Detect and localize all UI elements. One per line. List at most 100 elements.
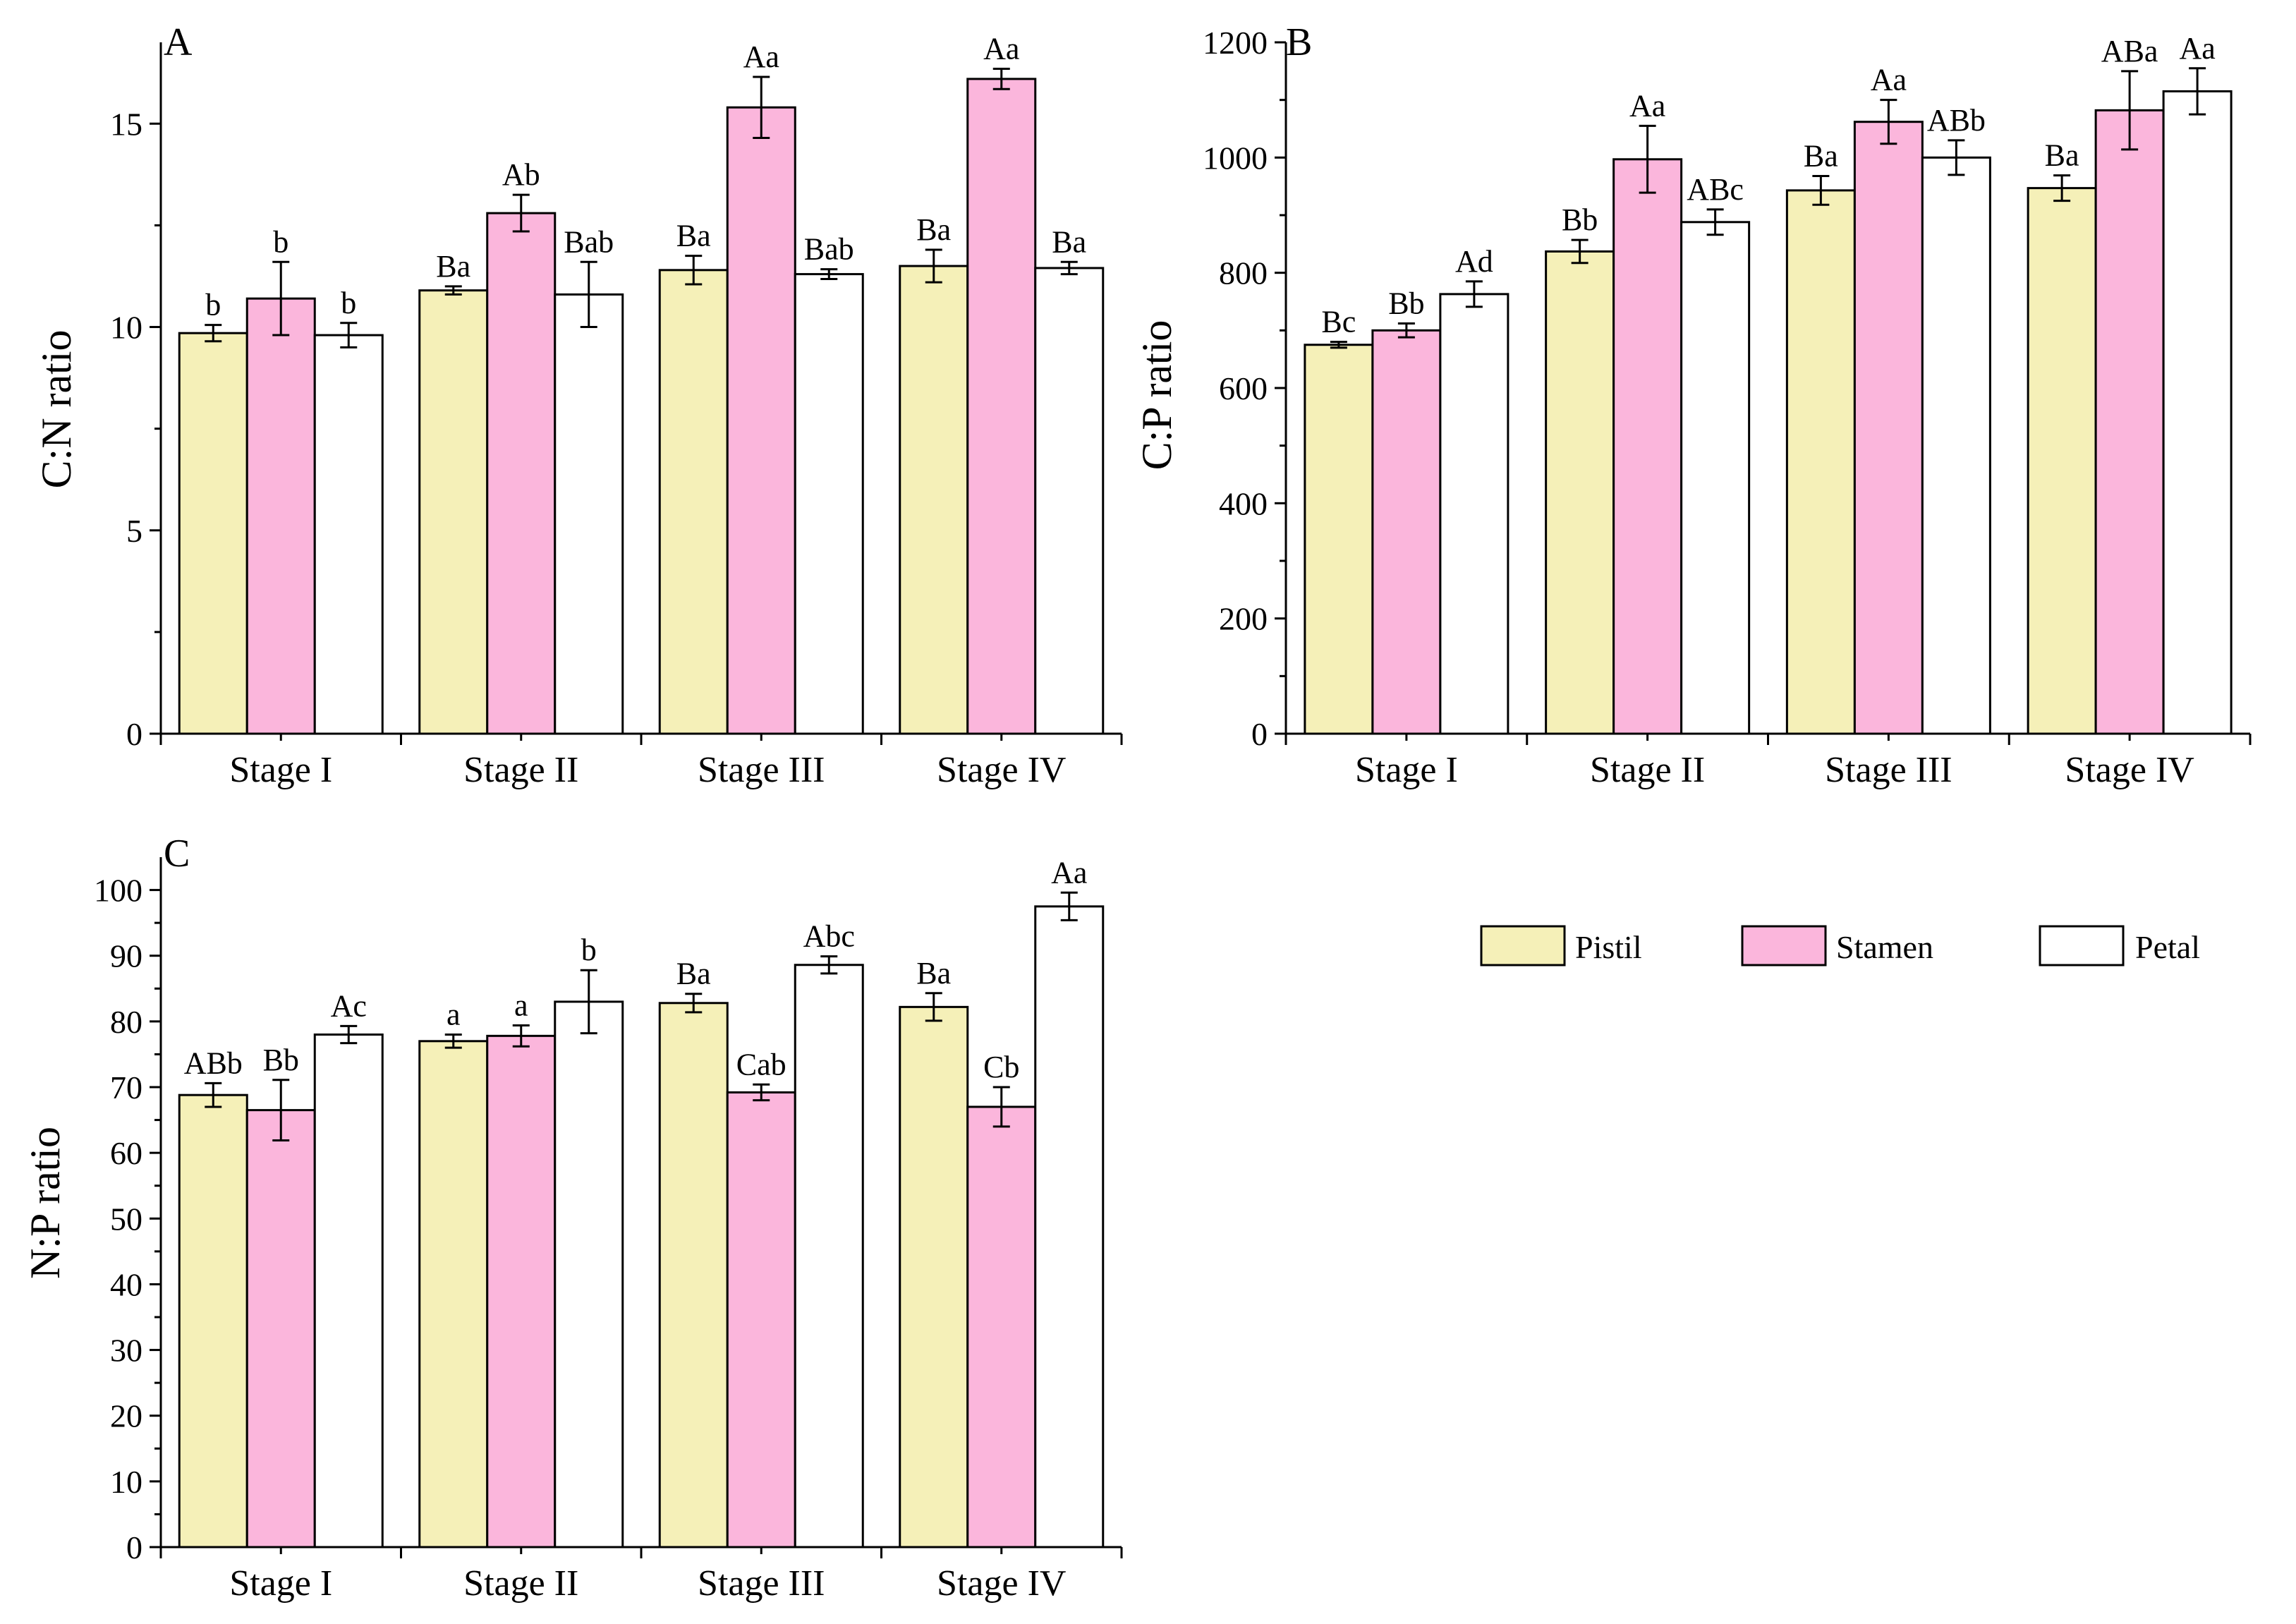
- panel-a-y-tick-label: 5: [126, 513, 142, 549]
- legend-swatch-stamen: [1741, 925, 1827, 966]
- panel-c-significance-label-stamen: Bb: [263, 1043, 299, 1077]
- panel-c-y-tick-label: 70: [110, 1069, 142, 1105]
- panel-b-significance-label-stamen: ABa: [2101, 34, 2158, 68]
- panel-b-y-tick-label: 800: [1219, 255, 1268, 291]
- panel-b-category-label: Stage I: [1355, 750, 1458, 790]
- panel-c-bar-stamen: [245, 1109, 316, 1549]
- panel-b-y-tick-label: 400: [1219, 485, 1268, 521]
- panel-c-significance-label-stamen: Cb: [983, 1050, 1019, 1084]
- panel-b-y-tick-label: 600: [1219, 370, 1268, 406]
- panel-a-y-tick-label: 0: [126, 716, 142, 752]
- legend: Pistil Stamen Petal: [1480, 925, 2200, 966]
- panel-c-y-tick-label: 60: [110, 1135, 142, 1171]
- panel-a-bar-stamen: [966, 78, 1037, 735]
- panel-b-bar-pistil: [1785, 189, 1856, 735]
- panel-a-bar-stamen: [726, 106, 796, 735]
- legend-item-pistil: Pistil: [1480, 925, 1642, 966]
- panel-c-y-tick-label: 0: [126, 1529, 142, 1565]
- panel-a-significance-label-petal: Ba: [1052, 224, 1086, 259]
- panel-c-significance-label-pistil: Ba: [676, 957, 711, 991]
- panel-c-y-tick-label: 40: [110, 1266, 142, 1302]
- panel-b-significance-label-petal: ABb: [1927, 103, 1986, 138]
- panel-b-bar-pistil: [1545, 250, 1615, 735]
- panel-c-bar-petal: [1034, 905, 1105, 1549]
- panel-c-significance-label-petal: b: [581, 933, 597, 967]
- panel-a-category-label: Stage IV: [937, 750, 1066, 790]
- panel-c-y-tick-label: 90: [110, 938, 142, 974]
- panel-c-bar-stamen: [966, 1105, 1037, 1549]
- panel-a-significance-label-pistil: b: [205, 288, 221, 322]
- panel-c-y-tick-label: 20: [110, 1398, 142, 1434]
- legend-label-stamen: Stamen: [1836, 929, 1933, 965]
- legend-item-stamen: Stamen: [1741, 925, 1933, 966]
- panel-b-y-tick-label: 1200: [1203, 25, 1268, 61]
- panel-a-bar-pistil: [658, 269, 729, 735]
- panel-c-category-label: Stage I: [229, 1563, 332, 1604]
- panel-a-significance-label-stamen: Aa: [743, 40, 779, 74]
- panel-b-bar-petal: [1439, 293, 1510, 735]
- panel-c-y-tick-label: 100: [94, 873, 142, 909]
- panel-a-bar-pistil: [418, 289, 489, 735]
- panel-a-category-label: Stage I: [229, 750, 332, 790]
- panel-b-chart: B C:P ratio 0 200 400 600 800 1000 1200 Stage I…: [1134, 20, 2252, 790]
- panel-c-bar-petal: [794, 964, 864, 1549]
- panel-a-bar-pistil: [899, 265, 969, 735]
- panel-c-significance-label-petal: Abc: [803, 919, 855, 954]
- panel-c-significance-label-petal: Aa: [1051, 855, 1087, 890]
- panel-c-bar-pistil: [658, 1002, 729, 1549]
- panel-b-significance-label-stamen: Aa: [1629, 88, 1665, 123]
- panel-c-significance-label-pistil: Ba: [916, 956, 951, 990]
- legend-label-pistil: Pistil: [1575, 929, 1642, 965]
- panel-b-significance-label-petal: Aa: [2179, 31, 2215, 66]
- panel-c-y-tick-label: 50: [110, 1201, 142, 1237]
- legend-label-petal: Petal: [2135, 929, 2200, 965]
- panel-c-bar-stamen: [486, 1034, 557, 1549]
- panel-c-significance-label-pistil: ABb: [184, 1046, 243, 1080]
- panel-b-bar-pistil: [2027, 187, 2097, 735]
- panel-c-bar-stamen: [726, 1091, 796, 1549]
- panel-a-chart: A C:N ratio 0 5 10 15 Stage I Stage II Stage I…: [33, 20, 1123, 790]
- panel-a-significance-label-stamen: b: [273, 224, 288, 259]
- panel-c-letter: C: [164, 832, 190, 875]
- panel-c-chart: C N:P ratio 0 10 20 30 40 50 60 70 80 90 100 Stage …: [22, 832, 1123, 1604]
- panel-b-category-label: Stage IV: [2065, 750, 2194, 790]
- panel-c-bar-pistil: [899, 1005, 969, 1549]
- panel-a-significance-label-pistil: Ba: [676, 219, 711, 253]
- panel-b-y-axis-title: C:P ratio: [1134, 320, 1180, 471]
- panel-b-bar-pistil: [1304, 344, 1374, 735]
- panel-c-bar-petal: [313, 1033, 384, 1549]
- panel-c-significance-label-stamen: Cab: [736, 1047, 786, 1081]
- panel-b-bar-stamen: [1371, 329, 1442, 735]
- panel-a-significance-label-petal: b: [341, 286, 356, 320]
- panel-b-y-tick-label: 200: [1219, 601, 1268, 637]
- legend-swatch-pistil: [1480, 925, 1566, 966]
- panel-c-category-label: Stage III: [698, 1563, 825, 1604]
- panel-a-significance-label-stamen: Ab: [502, 157, 540, 192]
- panel-a-bar-pistil: [178, 332, 248, 735]
- panel-b-significance-label-petal: ABc: [1687, 172, 1744, 207]
- panel-a-significance-label-pistil: Ba: [916, 212, 951, 247]
- panel-a-significance-label-petal: Bab: [564, 224, 614, 259]
- panel-b-bar-stamen: [2094, 109, 2165, 735]
- panel-b-significance-label-stamen: Aa: [1871, 63, 1907, 97]
- panel-c-bar-pistil: [178, 1093, 248, 1549]
- panel-a-significance-label-pistil: Ba: [436, 249, 470, 284]
- legend-item-petal: Petal: [2039, 925, 2200, 966]
- panel-b-y-tick-label: 0: [1251, 716, 1268, 752]
- panel-b-category-label: Stage III: [1825, 750, 1952, 790]
- panel-b-significance-label-pistil: Bc: [1321, 305, 1356, 339]
- panel-c-category-label: Stage IV: [937, 1563, 1066, 1604]
- panel-a-bar-stamen: [486, 212, 557, 735]
- panel-c-bar-petal: [554, 1000, 624, 1549]
- panel-b-bar-petal: [1921, 156, 1991, 735]
- panel-b-bar-stamen: [1853, 121, 1924, 735]
- panel-b-significance-label-stamen: Bb: [1388, 286, 1424, 321]
- panel-c-significance-label-petal: Ac: [331, 988, 367, 1023]
- panel-a-bar-petal: [313, 334, 384, 735]
- panel-c-significance-label-pistil: a: [447, 997, 461, 1031]
- panel-a-y-tick-label: 10: [110, 310, 142, 346]
- panel-a-category-label: Stage II: [463, 750, 578, 790]
- panel-c-category-label: Stage II: [463, 1563, 578, 1604]
- panel-a-bar-stamen: [245, 297, 316, 735]
- panel-b-bar-stamen: [1612, 158, 1683, 735]
